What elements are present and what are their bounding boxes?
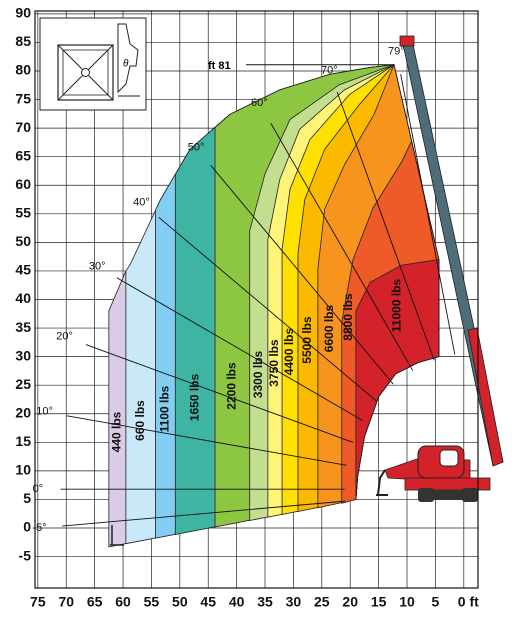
y-tick-label: 5 <box>23 490 31 506</box>
y-tick-label: 30 <box>15 347 31 363</box>
y-tick-label: 0 <box>23 519 31 535</box>
zone-label: 2200 lbs <box>225 362 239 410</box>
inset-machine <box>117 23 139 94</box>
angle-label: 20° <box>56 331 73 343</box>
x-tick-label: 65 <box>87 594 103 610</box>
x-tick-label: 55 <box>144 594 160 610</box>
inset-square-inner <box>62 49 109 96</box>
zone-label: 8800 lbs <box>341 293 355 341</box>
cab-window <box>439 449 459 467</box>
angle-label: 30° <box>89 260 106 272</box>
inset-label: θ <box>123 59 129 70</box>
zone-label: 6600 lbs <box>322 304 336 352</box>
x-tick-label: 50 <box>172 594 188 610</box>
angle-line <box>62 500 346 527</box>
x-tick-label: 15 <box>371 594 387 610</box>
y-tick-label: 90 <box>15 5 31 21</box>
y-tick-label: 25 <box>15 376 31 392</box>
x-tick-label: 70 <box>58 594 74 610</box>
zone-label: 1650 lbs <box>187 373 201 421</box>
x-tick-label: 60 <box>115 594 131 610</box>
wheel <box>418 488 434 502</box>
angle-label: 40° <box>133 197 150 209</box>
y-tick-label: 45 <box>15 262 31 278</box>
y-tick-label: -5 <box>19 547 32 563</box>
inset: θ <box>39 17 147 111</box>
angle-label: -5° <box>32 522 46 534</box>
angle-label: 79° <box>388 46 405 58</box>
y-tick-label: 60 <box>15 176 31 192</box>
x-tick-label: 30 <box>286 594 302 610</box>
zone-label: 3750 lbs <box>267 339 281 387</box>
x-tick-label: 5 <box>432 594 440 610</box>
y-tick-label: 15 <box>15 433 31 449</box>
x-tick-label: 40 <box>229 594 245 610</box>
y-tick-label: 75 <box>15 90 31 106</box>
x-tick-label: 25 <box>314 594 330 610</box>
annotation-text: ft 81 <box>208 60 231 72</box>
inset-square <box>57 44 114 101</box>
angle-label: 10° <box>36 406 53 418</box>
angle-label: 70° <box>321 64 338 76</box>
y-tick-label: 80 <box>15 62 31 78</box>
angle-line <box>400 74 456 355</box>
zone-label: 11000 lbs <box>390 278 404 332</box>
annotation: ft 81 <box>208 60 394 72</box>
zone-label: 5500 lbs <box>300 316 314 364</box>
y-tick-label: 50 <box>15 233 31 249</box>
angle-line <box>336 91 435 361</box>
zone-label: 1100 lbs <box>158 385 172 432</box>
load-zones <box>108 63 440 548</box>
angle-line <box>85 344 353 443</box>
angle-line <box>270 122 414 371</box>
boom-lower <box>467 327 504 467</box>
x-tick-label: 45 <box>200 594 216 610</box>
angle-line <box>158 217 377 402</box>
y-tick-label: 10 <box>15 462 31 478</box>
load-zone <box>355 259 440 500</box>
y-tick-label: 85 <box>15 33 31 49</box>
angle-label: 50° <box>188 142 205 154</box>
zone-label: 440 lbs <box>110 411 124 452</box>
angle-line <box>66 415 347 466</box>
boom-angles <box>60 74 456 527</box>
x-tick-label: 0 ft <box>458 594 479 610</box>
forks <box>376 469 388 496</box>
x-tick-label: 20 <box>342 594 358 610</box>
y-tick-label: 40 <box>15 290 31 306</box>
plot-frame <box>34 10 479 589</box>
angle-line <box>116 277 364 422</box>
forks-far <box>110 525 124 546</box>
boom-head <box>399 35 415 47</box>
wheel <box>462 488 478 502</box>
y-tick-label: 20 <box>15 404 31 420</box>
x-tick-label: 75 <box>30 594 46 610</box>
y-tick-label: 65 <box>15 147 31 163</box>
zone-label: 660 lbs <box>133 400 147 441</box>
angle-label: 60° <box>251 97 268 109</box>
angle-line <box>210 165 394 385</box>
x-tick-label: 35 <box>257 594 273 610</box>
chassis <box>404 477 491 491</box>
y-tick-label: 70 <box>15 119 31 135</box>
zone-label: 3300 lbs <box>251 350 265 398</box>
inset-circle <box>81 68 90 77</box>
zone-label: 4400 lbs <box>282 327 296 375</box>
y-tick-label: 35 <box>15 319 31 335</box>
labels: 75 70 65 60 55 50 45 40 35 30 25 20 15 10 5 0 ft9085807… <box>15 5 479 610</box>
x-tick-label: 10 <box>399 594 415 610</box>
angle-label: 0° <box>33 483 44 495</box>
y-tick-label: 55 <box>15 205 31 221</box>
